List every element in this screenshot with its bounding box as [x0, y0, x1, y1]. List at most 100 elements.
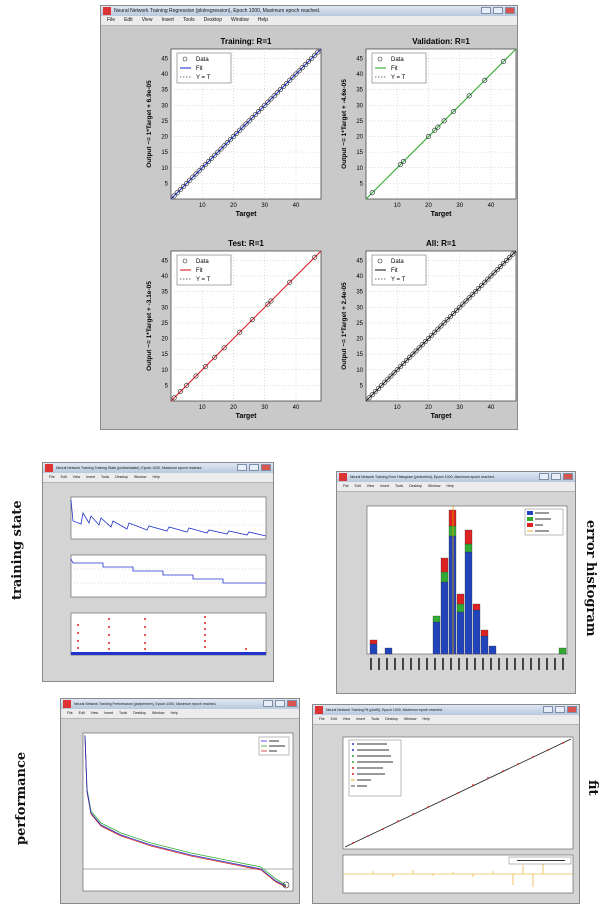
- data-point: [202, 162, 208, 168]
- minimize-button[interactable]: [543, 706, 553, 713]
- menu-help[interactable]: Help: [446, 484, 454, 488]
- menu-desktop[interactable]: Desktop: [409, 484, 422, 488]
- performance-window: Neural Network Training Performance (plo…: [60, 698, 300, 904]
- fit-window: Neural Network Training Fit (plotfit), E…: [312, 704, 580, 904]
- y-tick-label: 15: [161, 352, 168, 358]
- menu-insert[interactable]: Insert: [104, 711, 113, 715]
- menu-help[interactable]: Help: [422, 717, 430, 721]
- minimize-button[interactable]: [539, 473, 549, 480]
- close-button[interactable]: [567, 706, 577, 713]
- y-tick-label: 35: [161, 88, 168, 94]
- menu-view[interactable]: View: [366, 484, 375, 488]
- legend-label: Data: [391, 259, 404, 265]
- maximize-button[interactable]: [249, 464, 259, 471]
- menu-tools[interactable]: Tools: [182, 17, 195, 23]
- performance-title-bar[interactable]: Neural Network Training Performance (plo…: [61, 699, 299, 709]
- data-point: [422, 339, 428, 345]
- minimize-button[interactable]: [481, 7, 491, 14]
- menu-tools[interactable]: Tools: [370, 717, 380, 721]
- histogram-x-tick-labels: [370, 658, 564, 670]
- data-point: [500, 261, 506, 267]
- maximize-button[interactable]: [493, 7, 503, 14]
- menu-desktop[interactable]: Desktop: [385, 717, 398, 721]
- x-tick-label: 10: [394, 203, 401, 209]
- menu-view[interactable]: View: [90, 711, 99, 715]
- menu-window[interactable]: Window: [403, 717, 417, 721]
- menu-window[interactable]: Window: [427, 484, 441, 488]
- menu-edit[interactable]: Edit: [330, 717, 337, 721]
- menu-window[interactable]: Window: [133, 475, 147, 479]
- training-state-window: Neural Network Training Training State (…: [42, 462, 274, 682]
- menu-tools[interactable]: Tools: [394, 484, 404, 488]
- error-histogram-plot: [366, 505, 568, 670]
- data-point: [435, 326, 441, 332]
- x-tick-label: 30: [261, 405, 268, 411]
- data-point: [472, 289, 478, 295]
- minimize-button[interactable]: [237, 464, 247, 471]
- menu-file[interactable]: File: [319, 717, 325, 721]
- all-regression-plot: All: R=1 Target Output ~= 1*Target + 2.4e-…: [341, 239, 517, 420]
- all-title: All: R=1: [426, 239, 457, 248]
- fit-title-bar[interactable]: Neural Network Training Fit (plotfit), E…: [313, 705, 579, 715]
- menu-tools[interactable]: Tools: [118, 711, 128, 715]
- menu-desktop[interactable]: Desktop: [133, 711, 146, 715]
- menu-insert[interactable]: Insert: [380, 484, 389, 488]
- error-histogram-label: error histogram: [583, 520, 598, 637]
- close-button[interactable]: [287, 700, 297, 707]
- close-button[interactable]: [261, 464, 271, 471]
- matlab-app-icon: [45, 464, 53, 472]
- histogram-bars: [369, 509, 567, 655]
- y-tick-label: 5: [360, 383, 364, 389]
- menu-edit[interactable]: Edit: [354, 484, 361, 488]
- y-tick-label: 30: [161, 103, 168, 109]
- menu-desktop[interactable]: Desktop: [203, 17, 222, 23]
- fit-legend: [348, 739, 402, 797]
- menu-help[interactable]: Help: [152, 475, 160, 479]
- maximize-button[interactable]: [555, 706, 565, 713]
- close-button[interactable]: [505, 7, 515, 14]
- validation-title: Validation: R=1: [412, 37, 470, 46]
- data-point: [469, 292, 475, 298]
- maximize-button[interactable]: [551, 473, 561, 480]
- fit-targets: [352, 742, 564, 844]
- y-tick-label: 45: [356, 258, 363, 264]
- menu-help[interactable]: Help: [170, 711, 178, 715]
- error-histogram-title-bar[interactable]: Neural Network Training Error Histogram …: [337, 472, 575, 482]
- close-button[interactable]: [563, 473, 573, 480]
- y-tick-label: 5: [360, 181, 364, 187]
- menu-help[interactable]: Help: [257, 17, 269, 23]
- y-tick-label: 25: [161, 119, 168, 125]
- validation-xlabel: Target: [431, 211, 453, 218]
- data-point: [482, 77, 488, 83]
- menu-view[interactable]: View: [342, 717, 351, 721]
- menu-edit[interactable]: Edit: [78, 711, 85, 715]
- menu-insert[interactable]: Insert: [86, 475, 95, 479]
- menu-file[interactable]: File: [343, 484, 349, 488]
- x-tick-label: 30: [456, 203, 463, 209]
- menu-view[interactable]: View: [72, 475, 81, 479]
- menu-file[interactable]: File: [107, 17, 116, 23]
- y-tick-label: 45: [161, 258, 168, 264]
- menu-desktop[interactable]: Desktop: [115, 475, 128, 479]
- menu-edit[interactable]: Edit: [60, 475, 67, 479]
- menu-file[interactable]: File: [67, 711, 73, 715]
- x-tick-label: 30: [456, 405, 463, 411]
- minimize-button[interactable]: [263, 700, 273, 707]
- menu-tools[interactable]: Tools: [100, 475, 110, 479]
- maximize-button[interactable]: [275, 700, 285, 707]
- menu-insert[interactable]: Insert: [161, 17, 174, 23]
- menu-edit[interactable]: Edit: [124, 17, 133, 23]
- regression-title-bar[interactable]: Neural Network Training Regression (plot…: [101, 6, 517, 16]
- training-ylabel: Output ~= 1*Target + 6.9e-05: [146, 80, 153, 168]
- data-point: [441, 320, 447, 326]
- menu-window[interactable]: Window: [230, 17, 249, 23]
- data-point: [391, 370, 397, 376]
- error-histogram-window-title: Neural Network Training Error Histogram …: [350, 475, 495, 479]
- menu-view[interactable]: View: [141, 17, 153, 23]
- menu-insert[interactable]: Insert: [356, 717, 365, 721]
- training-state-title-bar[interactable]: Neural Network Training Training State (…: [43, 463, 273, 473]
- menu-file[interactable]: File: [49, 475, 55, 479]
- menu-window[interactable]: Window: [151, 711, 165, 715]
- y-tick-label: 45: [161, 56, 168, 62]
- x-tick-label: 40: [488, 203, 495, 209]
